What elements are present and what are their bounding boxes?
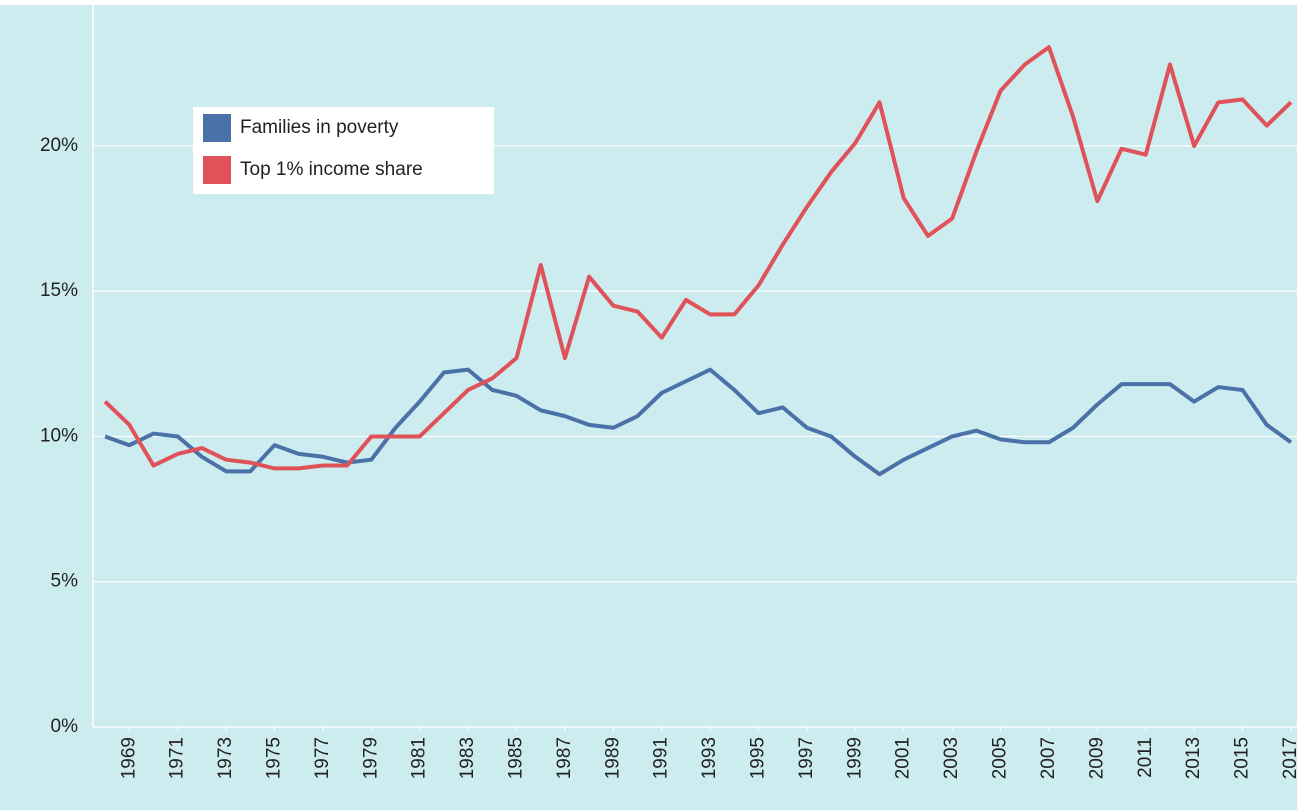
y-tick-label: 15% bbox=[40, 280, 78, 301]
x-tick-label: 1971 bbox=[167, 737, 188, 779]
legend-swatch bbox=[203, 114, 231, 142]
legend-swatch bbox=[203, 156, 231, 184]
lines bbox=[103, 45, 1293, 477]
series-line bbox=[103, 45, 1293, 471]
x-tick-label: 2011 bbox=[1135, 737, 1156, 778]
x-tick-label: 1977 bbox=[312, 737, 333, 779]
y-tick-label: 10% bbox=[40, 425, 78, 446]
x-tick-label: 2009 bbox=[1086, 737, 1107, 779]
y-tick-label: 5% bbox=[51, 571, 79, 592]
top-border bbox=[0, 0, 1297, 5]
x-tick-label: 1997 bbox=[796, 737, 817, 779]
x-tick-label: 1987 bbox=[554, 737, 575, 779]
y-tick-label: 0% bbox=[51, 716, 79, 737]
x-tick-label: 1991 bbox=[651, 737, 672, 779]
x-tick-label: 1989 bbox=[602, 737, 623, 779]
x-tick-label: 2001 bbox=[893, 737, 914, 779]
x-tick-label: 1999 bbox=[844, 737, 865, 779]
x-tick-label: 1979 bbox=[360, 737, 381, 779]
x-tick-label: 1973 bbox=[215, 737, 236, 779]
x-tick-label: 2005 bbox=[990, 737, 1011, 779]
x-tick-label: 1969 bbox=[118, 737, 139, 779]
x-tick-label: 1975 bbox=[264, 737, 285, 779]
y-tick-label: 20% bbox=[40, 135, 78, 156]
x-tick-label: 1993 bbox=[699, 737, 720, 779]
x-tick-label: 2015 bbox=[1232, 737, 1253, 779]
x-tick-label: 1995 bbox=[748, 737, 769, 779]
x-tick-label: 2017 bbox=[1280, 737, 1297, 779]
legend-label: Families in poverty bbox=[240, 117, 399, 138]
x-tick-label: 2007 bbox=[1038, 737, 1059, 779]
x-tick-label: 2013 bbox=[1183, 737, 1204, 779]
x-tick-label: 1981 bbox=[409, 737, 430, 779]
series-line bbox=[104, 367, 1293, 477]
x-tick-label: 2003 bbox=[941, 737, 962, 779]
legend-box bbox=[193, 107, 494, 194]
x-tick-label: 1983 bbox=[457, 737, 478, 779]
x-tick-label: 1985 bbox=[506, 737, 527, 779]
legend-label: Top 1% income share bbox=[240, 159, 423, 180]
